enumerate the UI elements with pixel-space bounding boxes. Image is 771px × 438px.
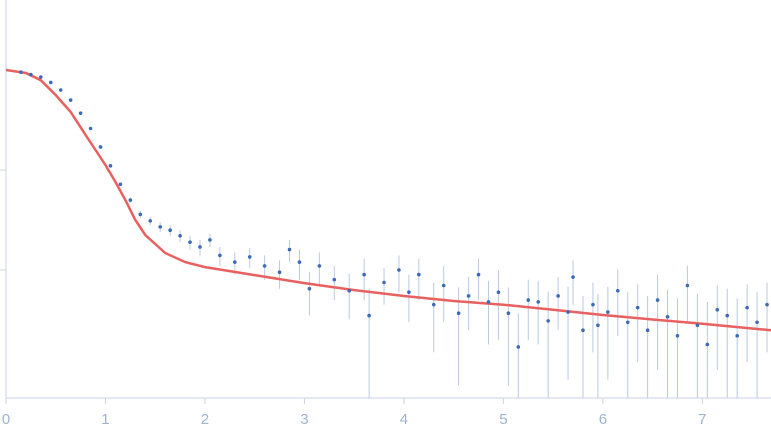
data-point (29, 72, 33, 77)
data-point (476, 272, 481, 277)
data-point (546, 319, 550, 323)
data-point (382, 280, 386, 285)
data-point (526, 298, 531, 302)
data-point (128, 198, 133, 202)
data-point (118, 182, 123, 187)
data-point (68, 98, 73, 102)
data-point (58, 88, 63, 92)
data-point (188, 240, 192, 244)
data-point (755, 320, 759, 325)
data-point (591, 302, 595, 307)
x-tick-label: 2 (201, 411, 209, 428)
data-point (88, 126, 93, 131)
data-point (407, 290, 411, 294)
data-point (635, 305, 640, 310)
data-point (138, 212, 143, 217)
data-point (307, 286, 312, 291)
data-point (655, 298, 660, 302)
data-point (606, 310, 610, 314)
data-point (277, 270, 282, 275)
data-point (645, 328, 650, 333)
data-point (556, 294, 560, 298)
data-point (616, 288, 620, 293)
data-point (397, 268, 401, 272)
x-tick-label: 0 (2, 411, 10, 428)
data-point (198, 245, 202, 249)
fit-line (5, 68, 771, 332)
data-point (506, 311, 511, 315)
data-point (456, 311, 461, 315)
data-point (347, 288, 352, 293)
data-point (218, 253, 222, 258)
data-point (665, 315, 670, 319)
x-tick-label: 4 (400, 411, 408, 428)
data-point (496, 290, 501, 294)
data-point (332, 277, 337, 282)
data-point (715, 308, 720, 312)
data-point (705, 342, 710, 347)
data-point (431, 302, 436, 307)
data-point (417, 272, 421, 277)
data-point (735, 333, 739, 338)
data-point (48, 80, 53, 85)
data-point (625, 320, 630, 325)
data-point (536, 300, 541, 304)
data-point (98, 145, 103, 149)
data-point (466, 294, 471, 298)
data-point (581, 328, 585, 333)
data-point (362, 272, 366, 277)
data-point (367, 313, 371, 318)
data-point (148, 219, 153, 223)
data-point (596, 323, 600, 328)
x-tick-label: 3 (300, 411, 308, 428)
data-point (675, 333, 680, 338)
data-point (516, 345, 521, 349)
data-point (695, 323, 700, 328)
data-point (317, 264, 322, 268)
data-point (765, 302, 769, 307)
data-point (39, 75, 43, 79)
x-tick-label: 7 (698, 411, 706, 428)
x-tick-label: 6 (599, 411, 607, 428)
data-point (158, 225, 162, 229)
data-point (78, 111, 83, 115)
data-point (233, 260, 237, 264)
data-point (247, 255, 252, 259)
data-point (441, 283, 446, 288)
data-point (108, 164, 113, 168)
x-tick-label: 5 (499, 411, 507, 428)
data-point (685, 283, 690, 288)
data-point (19, 70, 23, 75)
data-point (287, 247, 292, 252)
data-point (208, 238, 212, 242)
data-point (566, 310, 570, 314)
data-point (571, 275, 575, 279)
data-point (168, 228, 172, 233)
x-tick-label: 1 (101, 411, 109, 428)
data-point (297, 260, 302, 264)
data-point (725, 313, 730, 318)
data-point (178, 233, 182, 238)
data-point (262, 264, 267, 268)
data-point (745, 305, 749, 310)
data-point (486, 300, 491, 304)
